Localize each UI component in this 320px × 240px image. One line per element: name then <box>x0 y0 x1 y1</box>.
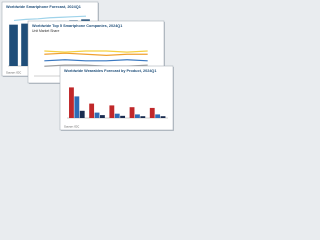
bar <box>94 112 100 118</box>
bar <box>149 107 155 118</box>
line <box>44 59 148 62</box>
bar <box>129 107 135 118</box>
chart-title: Worldwide Top 5 Smartphone Companies, 20… <box>32 24 122 28</box>
line <box>44 52 148 56</box>
bar <box>9 24 18 66</box>
chart-title: Worldwide Wearables Forecast by Product,… <box>64 69 157 73</box>
chart-title: Worldwide Smartphone Forecast, 2024Q1 <box>6 5 81 9</box>
bar <box>109 105 115 118</box>
bar <box>79 110 85 118</box>
bar <box>114 113 120 118</box>
bar <box>140 116 146 118</box>
bar <box>160 116 166 118</box>
chart-source: Source: IDC <box>6 71 21 75</box>
bar <box>120 115 126 118</box>
bar <box>155 114 161 118</box>
bar <box>135 114 140 118</box>
bar <box>69 87 74 118</box>
bar <box>21 23 30 67</box>
chart-collage: Worldwide Smartphone Forecast, 2024Q1 Sou… <box>1 1 174 131</box>
line <box>13 15 87 22</box>
bar <box>89 103 95 118</box>
bar <box>74 96 80 118</box>
line <box>44 50 148 53</box>
chart-subtitle: Unit Market Share <box>32 29 59 33</box>
bar <box>99 115 105 118</box>
chart-source: Source: IDC <box>64 125 79 129</box>
